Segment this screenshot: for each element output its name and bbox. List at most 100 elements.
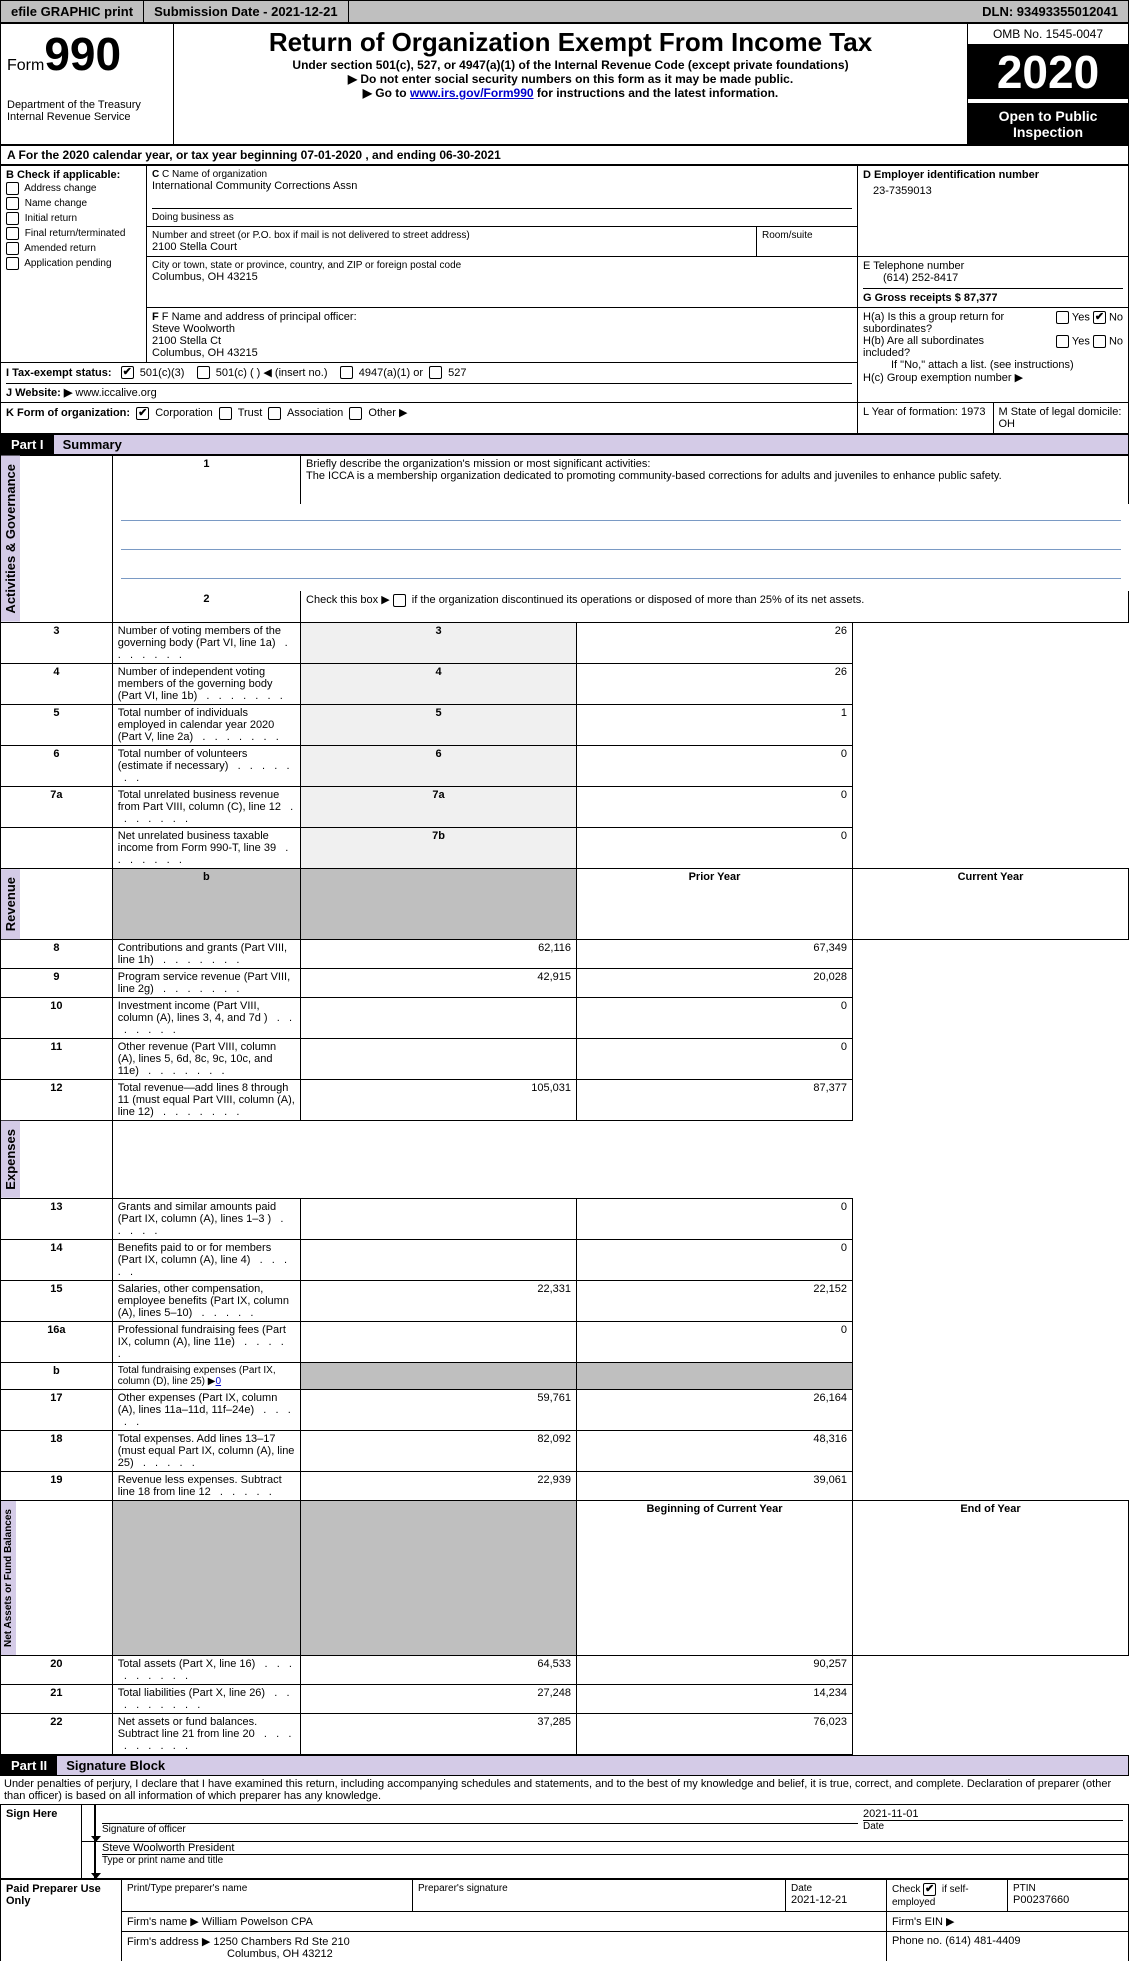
current-val: 20,028 bbox=[577, 968, 853, 997]
part1-header: Part I Summary bbox=[0, 434, 1129, 455]
line-text: Total liabilities (Part X, line 26) . . … bbox=[112, 1684, 300, 1713]
k-corp-cb[interactable] bbox=[136, 407, 149, 420]
sig-date: 2021-11-01 bbox=[863, 1808, 1123, 1820]
vlabel-gov: Activities & Governance bbox=[1, 456, 20, 622]
officer-name-title: Steve Woolworth President bbox=[102, 1842, 1128, 1854]
line-ref: 3 bbox=[301, 622, 577, 663]
box-b-cb[interactable] bbox=[6, 257, 19, 270]
street-label: Number and street (or P.O. box if mail i… bbox=[152, 230, 751, 241]
prior-val bbox=[301, 1362, 577, 1389]
line-text: Program service revenue (Part VIII, line… bbox=[112, 968, 300, 997]
line-ref: 7a bbox=[301, 786, 577, 827]
section-a: A For the 2020 calendar year, or tax yea… bbox=[0, 145, 1129, 165]
box-j: J Website: ▶ www.iccalive.org bbox=[6, 383, 852, 399]
firm-addr1: 1250 Chambers Rd Ste 210 bbox=[213, 1936, 349, 1948]
i-501c-cb[interactable] bbox=[197, 366, 210, 379]
line-text: Total assets (Part X, line 16) . . . . .… bbox=[112, 1655, 300, 1684]
part2-header: Part II Signature Block bbox=[0, 1755, 1129, 1776]
ha-yes-cb[interactable] bbox=[1056, 311, 1069, 324]
line-text: Total expenses. Add lines 13–17 (must eq… bbox=[112, 1430, 300, 1471]
city: Columbus, OH 43215 bbox=[152, 271, 852, 283]
officer-type-label: Type or print name and title bbox=[102, 1854, 1128, 1866]
irs-link[interactable]: www.irs.gov/Form990 bbox=[410, 86, 534, 100]
gross-receipts: G Gross receipts $ 87,377 bbox=[863, 292, 998, 304]
line-num: 17 bbox=[1, 1389, 113, 1430]
hc-label: H(c) Group exemption number ▶ bbox=[863, 371, 1123, 384]
paid-preparer-table: Paid Preparer Use Only Print/Type prepar… bbox=[0, 1879, 1129, 1961]
ptin: P00237660 bbox=[1013, 1894, 1123, 1906]
line-num: 9 bbox=[1, 968, 113, 997]
k-assn-cb[interactable] bbox=[268, 407, 281, 420]
form-subtitle: Under section 501(c), 527, or 4947(a)(1)… bbox=[180, 58, 961, 72]
ein: 23-7359013 bbox=[863, 181, 1123, 197]
form-header: Form990 Department of the Treasury Inter… bbox=[0, 23, 1129, 145]
fundraising-link[interactable]: 0 bbox=[215, 1376, 221, 1387]
line-val: 26 bbox=[577, 663, 853, 704]
firm-name-label: Firm's name ▶ bbox=[127, 1916, 199, 1928]
mission: The ICCA is a membership organization de… bbox=[306, 470, 1002, 482]
line-text: Benefits paid to or for members (Part IX… bbox=[112, 1239, 300, 1280]
prior-val: 42,915 bbox=[301, 968, 577, 997]
mission-line bbox=[121, 504, 1121, 521]
top-bar: efile GRAPHIC print Submission Date - 20… bbox=[0, 0, 1129, 23]
line-val: 0 bbox=[577, 786, 853, 827]
i-501c3-cb[interactable] bbox=[121, 366, 134, 379]
box-b-option: Amended return bbox=[6, 241, 141, 256]
q2-cb[interactable] bbox=[393, 594, 406, 607]
firm-ein-label: Firm's EIN ▶ bbox=[887, 1911, 1129, 1931]
firm-addr-label: Firm's address ▶ bbox=[127, 1936, 210, 1948]
line-text: Grants and similar amounts paid (Part IX… bbox=[112, 1198, 300, 1239]
hb-yes-cb[interactable] bbox=[1056, 335, 1069, 348]
sign-here-table: Sign Here Signature of officer 2021-11-0… bbox=[0, 1804, 1129, 1879]
box-b-option: Application pending bbox=[6, 256, 141, 271]
line-num: 4 bbox=[1, 663, 113, 704]
line-text: Total unrelated business revenue from Pa… bbox=[112, 786, 300, 827]
i-527-cb[interactable] bbox=[429, 366, 442, 379]
line-val: 0 bbox=[577, 827, 853, 868]
line-num: 5 bbox=[1, 704, 113, 745]
line-num: 18 bbox=[1, 1430, 113, 1471]
prior-val: 59,761 bbox=[301, 1389, 577, 1430]
q1: Briefly describe the organization's miss… bbox=[306, 458, 650, 470]
line-text: Number of independent voting members of … bbox=[112, 663, 300, 704]
date2: 2021-12-21 bbox=[791, 1894, 881, 1906]
hb-label: H(b) Are all subordinates included? bbox=[863, 335, 1033, 359]
box-b-cb[interactable] bbox=[6, 212, 19, 225]
line-ref: 6 bbox=[301, 745, 577, 786]
prior-val: 22,939 bbox=[301, 1471, 577, 1500]
dln: DLN: 93493355012041 bbox=[972, 1, 1128, 22]
box-k: K Form of organization: Corporation Trus… bbox=[6, 407, 407, 419]
line-text: Total fundraising expenses (Part IX, col… bbox=[112, 1362, 300, 1389]
current-val: 0 bbox=[577, 997, 853, 1038]
phone-label: Phone no. (614) 481-4409 bbox=[887, 1931, 1129, 1961]
street: 2100 Stella Court bbox=[152, 241, 751, 253]
col-end: End of Year bbox=[852, 1500, 1128, 1655]
self-employed-cb[interactable] bbox=[923, 1883, 936, 1896]
vlabel-rev: Revenue bbox=[1, 869, 20, 939]
box-b-option: Name change bbox=[6, 196, 141, 211]
box-b-cb[interactable] bbox=[6, 227, 19, 240]
line-text: Net unrelated business taxable income fr… bbox=[112, 827, 300, 868]
line-text: Professional fundraising fees (Part IX, … bbox=[112, 1321, 300, 1362]
ha-no-cb[interactable] bbox=[1093, 311, 1106, 324]
line-val: 0 bbox=[577, 745, 853, 786]
line-val: 26 bbox=[577, 622, 853, 663]
k-other-cb[interactable] bbox=[349, 407, 362, 420]
box-b-cb[interactable] bbox=[6, 197, 19, 210]
box-b-cb[interactable] bbox=[6, 182, 19, 195]
line-num: 7a bbox=[1, 786, 113, 827]
dept-treasury: Department of the Treasury bbox=[7, 99, 167, 111]
i-4947-cb[interactable] bbox=[340, 366, 353, 379]
efile-print-btn[interactable]: efile GRAPHIC print bbox=[1, 1, 144, 22]
box-l: L Year of formation: 1973 bbox=[858, 403, 994, 433]
tax-year: 2020 bbox=[968, 45, 1128, 99]
line-num: 8 bbox=[1, 939, 113, 968]
begin-val: 37,285 bbox=[301, 1713, 577, 1754]
line-num: 14 bbox=[1, 1239, 113, 1280]
hb-no-cb[interactable] bbox=[1093, 335, 1106, 348]
box-f-label: F F Name and address of principal office… bbox=[152, 311, 852, 323]
k-trust-cb[interactable] bbox=[219, 407, 232, 420]
box-b-cb[interactable] bbox=[6, 242, 19, 255]
line-text: Total number of individuals employed in … bbox=[112, 704, 300, 745]
sig-officer-label: Signature of officer bbox=[102, 1823, 858, 1835]
